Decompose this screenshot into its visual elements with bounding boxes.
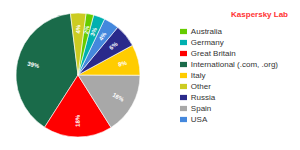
html-text:USA: USA xyxy=(190,114,208,124)
svg-text:2%: 2% xyxy=(83,24,91,34)
svg-text:8%: 8% xyxy=(118,60,129,68)
html-text:Australia: Australia xyxy=(190,26,222,36)
svg-text:39%: 39% xyxy=(27,61,41,70)
html-text:Germany: Germany xyxy=(190,37,224,47)
svg-text:18%: 18% xyxy=(75,114,81,127)
svg-text:6%: 6% xyxy=(108,40,119,51)
html-text:Spain: Spain xyxy=(190,103,212,113)
html-text:Italy: Italy xyxy=(190,70,206,80)
html-text:Other: Other xyxy=(190,81,211,91)
html-text:International (.com, .org): International (.com, .org) xyxy=(190,59,278,69)
html-text:Great Britain: Great Britain xyxy=(190,48,236,58)
html-text:Kaspersky Lab: Kaspersky Lab xyxy=(231,10,288,19)
svg-text:3%: 3% xyxy=(89,26,98,37)
svg-text:4%: 4% xyxy=(75,24,81,33)
svg-text:4%: 4% xyxy=(98,31,108,42)
html-text:Russia: Russia xyxy=(190,92,216,102)
svg-text:16%: 16% xyxy=(111,92,125,103)
